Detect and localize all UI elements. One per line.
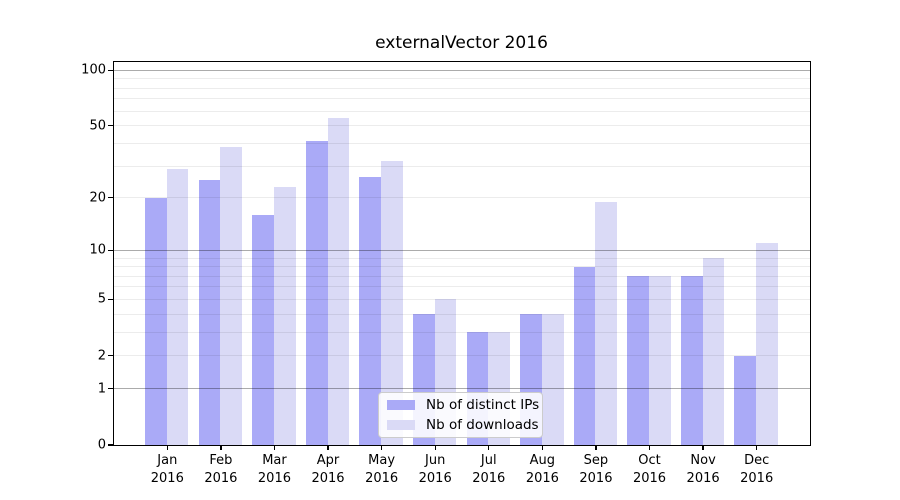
bar-distinct_ips-feb [198, 180, 221, 445]
gridline-minor [113, 165, 810, 167]
x-tick-label: Aug 2016 [525, 453, 559, 486]
gridline-minor [113, 266, 810, 268]
gridline-minor [113, 313, 810, 315]
y-tick [108, 249, 113, 251]
bar-distinct_ips-apr [305, 141, 328, 445]
bar-distinct_ips-mar [252, 214, 274, 445]
gridline-minor [113, 125, 810, 127]
y-tick-label: 50 [89, 118, 106, 134]
x-tick [220, 445, 222, 450]
y-tick [108, 444, 113, 446]
x-tick-label: Nov 2016 [686, 453, 720, 486]
legend-item: Nb of distinct IPs [385, 397, 540, 414]
gridline-minor [113, 87, 810, 89]
x-tick [273, 445, 276, 450]
x-tick [380, 445, 383, 450]
gridline-major [113, 388, 810, 390]
x-tick-label: Apr 2016 [311, 453, 345, 486]
bar-downloads-may [381, 161, 403, 445]
y-tick-label: 1 [97, 381, 106, 397]
x-tick-label: Mar 2016 [257, 453, 291, 486]
gridline-minor [113, 78, 810, 80]
bar-downloads-jan [166, 168, 189, 445]
x-tick [648, 445, 651, 450]
x-tick-label: May 2016 [365, 453, 399, 486]
x-tick-label: Dec 2016 [740, 453, 774, 486]
x-tick-label: Oct 2016 [632, 453, 667, 486]
y-tick [108, 388, 113, 390]
x-tick [327, 445, 329, 450]
legend-label: Nb of distinct IPs [426, 397, 540, 414]
gridline-minor [113, 197, 810, 199]
gridline-minor [113, 110, 810, 112]
x-tick-label: Jul 2016 [472, 453, 506, 486]
gridline-minor [113, 331, 810, 333]
x-tick [702, 445, 704, 450]
bar-distinct_ips-may [359, 177, 382, 445]
legend-swatch-distinct-ips [387, 400, 415, 411]
y-tick [108, 197, 113, 199]
bar-distinct_ips-jan [145, 197, 167, 445]
gridline-minor [113, 98, 810, 100]
x-tick [434, 445, 436, 450]
x-tick [595, 445, 597, 450]
y-tick [108, 69, 113, 71]
y-tick [108, 355, 113, 357]
bar-downloads-feb [220, 147, 243, 445]
x-tick-label: Feb 2016 [204, 453, 238, 486]
gridline-minor [113, 257, 810, 259]
legend-swatch-downloads [387, 419, 415, 430]
y-tick [108, 125, 113, 127]
y-tick-label: 5 [97, 291, 106, 307]
x-tick [756, 445, 758, 450]
plot-area [113, 61, 810, 445]
bar-downloads-dec [756, 243, 778, 445]
y-tick-label: 20 [89, 190, 106, 206]
y-tick-label: 10 [89, 242, 106, 258]
bar-distinct_ips-dec [734, 355, 757, 445]
bar-downloads-sep [595, 201, 618, 445]
gridline-minor [113, 275, 810, 277]
y-tick [108, 298, 113, 301]
legend-item: Nb of downloads [385, 416, 539, 434]
gridline-minor [113, 286, 810, 288]
x-tick-label: Sep 2016 [579, 453, 613, 486]
x-tick [541, 445, 543, 450]
chart-title: externalVector 2016 [375, 33, 548, 53]
gridline-major [113, 69, 810, 71]
x-tick-label: Jan 2016 [150, 453, 184, 486]
y-tick-label: 2 [97, 348, 106, 364]
legend-label: Nb of downloads [426, 416, 539, 433]
bar-distinct_ips-oct [627, 276, 649, 445]
gridline-minor [113, 142, 810, 144]
bar-downloads-aug [541, 314, 564, 445]
gridline-major [113, 249, 810, 251]
bar-distinct_ips-sep [573, 266, 596, 445]
gridline-minor [113, 355, 810, 357]
x-tick-label: Jun 2016 [418, 453, 452, 486]
bar-downloads-oct [649, 276, 671, 445]
bar-downloads-apr [327, 118, 350, 445]
x-tick [166, 445, 168, 450]
y-tick-label: 0 [97, 437, 106, 453]
bar-distinct_ips-nov [680, 276, 703, 445]
bar-downloads-nov [702, 258, 725, 445]
bar-downloads-mar [273, 186, 296, 445]
gridline-minor [113, 298, 810, 300]
legend: Nb of distinct IPs Nb of downloads [378, 392, 543, 438]
x-tick [488, 445, 490, 450]
y-tick-label: 100 [81, 62, 106, 78]
